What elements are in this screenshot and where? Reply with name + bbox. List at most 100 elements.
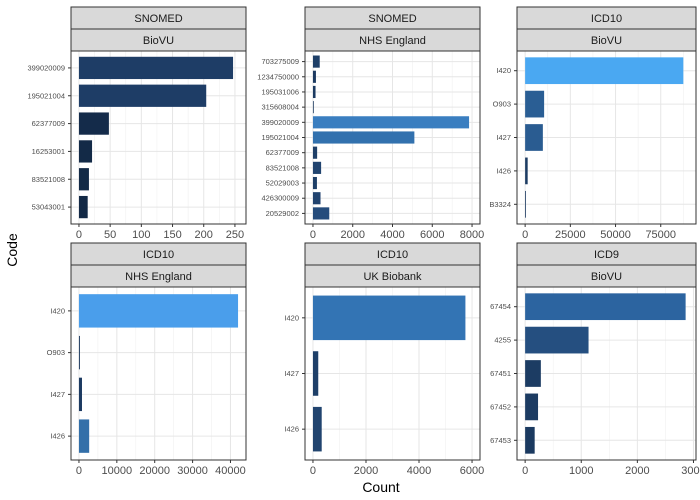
bar <box>78 84 207 107</box>
y-tick-label: 67453 <box>490 436 511 445</box>
x-axis-title: Count <box>362 479 399 495</box>
bar <box>312 70 316 83</box>
x-tick-label: 250 <box>226 229 244 241</box>
y-tick-label: 426300009 <box>261 194 299 203</box>
y-tick-label: 195021004 <box>27 91 65 100</box>
y-tick-label: I427 <box>50 390 65 399</box>
facet-panel: SNOMED NHS England 703275009 1234750000 1950… <box>257 6 484 241</box>
x-tick-label: 100 <box>132 229 150 241</box>
bar <box>312 116 470 129</box>
bar <box>312 161 322 174</box>
y-tick-label: 53043001 <box>32 203 65 212</box>
x-tick-label: 2000 <box>625 465 649 477</box>
bar <box>312 176 317 190</box>
x-tick-label: 4000 <box>407 465 431 477</box>
y-tick-label: I427 <box>496 133 511 142</box>
panel-border <box>70 50 247 225</box>
x-tick-label: 0 <box>310 229 316 241</box>
y-tick-label: 52029003 <box>266 179 299 188</box>
panel-border <box>304 286 481 461</box>
y-tick-label: 195021004 <box>261 133 299 142</box>
bar <box>78 377 82 412</box>
y-tick-label: 1234750000 <box>257 72 299 81</box>
bar <box>525 426 535 454</box>
facet-strip-label: NHS England <box>125 271 192 283</box>
y-tick-label: 315608004 <box>261 103 299 112</box>
bar <box>78 112 109 135</box>
facet-strip-label: ICD10 <box>143 249 174 261</box>
plot-background <box>71 51 246 224</box>
x-tick-label: 30000 <box>177 465 208 477</box>
panel-border <box>516 50 697 225</box>
y-axis-title: Code <box>4 233 20 267</box>
x-tick-label: 3000 <box>681 465 700 477</box>
facet-panel: ICD9 BioVU 67454 4255 67451 67452 67453 0 1000 20… <box>490 242 700 477</box>
x-tick-label: 50000 <box>600 229 631 241</box>
x-tick-label: 6000 <box>460 465 484 477</box>
bar <box>78 168 89 191</box>
y-tick-label: I426 <box>50 432 65 441</box>
y-tick-label: I426 <box>496 166 511 175</box>
bar <box>312 85 316 99</box>
bar <box>525 157 528 185</box>
bar <box>78 56 234 80</box>
y-tick-label: O903 <box>47 348 65 357</box>
x-tick-label: 0 <box>76 465 82 477</box>
x-tick-label: 6000 <box>420 229 444 241</box>
panel-border <box>70 286 247 461</box>
y-tick-label: 67451 <box>490 369 511 378</box>
y-tick-label: 83521008 <box>266 163 299 172</box>
x-tick-label: 0 <box>76 229 82 241</box>
bar <box>312 101 314 114</box>
x-tick-label: 20000 <box>139 465 170 477</box>
bar <box>78 419 90 453</box>
facet-panel: ICD10 NHS England I420 O903 I427 I426 0 10000 20… <box>47 242 247 477</box>
bar <box>525 326 589 354</box>
y-tick-label: I427 <box>284 369 299 378</box>
y-tick-label: I420 <box>496 66 511 75</box>
y-tick-label: 62377009 <box>266 148 299 157</box>
bar <box>312 192 321 205</box>
bar <box>525 360 541 387</box>
y-tick-label: 399020009 <box>27 63 65 72</box>
y-tick-label: 16253001 <box>32 147 65 156</box>
bar <box>78 335 80 370</box>
facet-panel: SNOMED BioVU 399020009 195021004 62377009 162… <box>27 6 247 241</box>
x-tick-label: 75000 <box>645 229 676 241</box>
y-tick-label: 195031006 <box>261 87 299 96</box>
bar <box>525 293 686 321</box>
facet-strip-label: BioVU <box>591 35 622 47</box>
x-tick-label: 2000 <box>354 465 378 477</box>
y-tick-label: 4255 <box>494 336 511 345</box>
facet-panel: ICD10 UK Biobank I420 I427 I426 0 2000 4000 6000 <box>284 242 484 477</box>
bar <box>525 90 545 118</box>
bar <box>312 131 415 144</box>
bar <box>312 55 320 68</box>
x-tick-label: 0 <box>310 465 316 477</box>
bar <box>78 294 239 328</box>
y-tick-label: 399020009 <box>261 118 299 127</box>
x-tick-label: 0 <box>522 229 528 241</box>
y-tick-label: 83521008 <box>32 175 65 184</box>
bar <box>312 406 322 452</box>
y-tick-label: 703275009 <box>261 57 299 66</box>
y-tick-label: 67454 <box>490 302 511 311</box>
bar <box>78 195 88 219</box>
x-tick-label: 10000 <box>102 465 133 477</box>
bar <box>525 190 526 218</box>
bar <box>312 295 466 341</box>
x-tick-label: 150 <box>163 229 181 241</box>
facet-strip-label: SNOMED <box>368 13 416 25</box>
x-tick-label: 50 <box>104 229 116 241</box>
chart-panels: SNOMED BioVU 399020009 195021004 62377009 162… <box>27 6 700 477</box>
bar <box>312 146 318 159</box>
bar <box>525 124 543 151</box>
y-tick-label: B3324 <box>489 200 511 209</box>
y-tick-label: I420 <box>50 306 65 315</box>
x-tick-label: 25000 <box>555 229 586 241</box>
y-tick-label: 20529002 <box>266 209 299 218</box>
x-tick-label: 1000 <box>569 465 593 477</box>
facet-strip-label: BioVU <box>143 35 174 47</box>
facet-strip-label: ICD10 <box>377 249 408 261</box>
